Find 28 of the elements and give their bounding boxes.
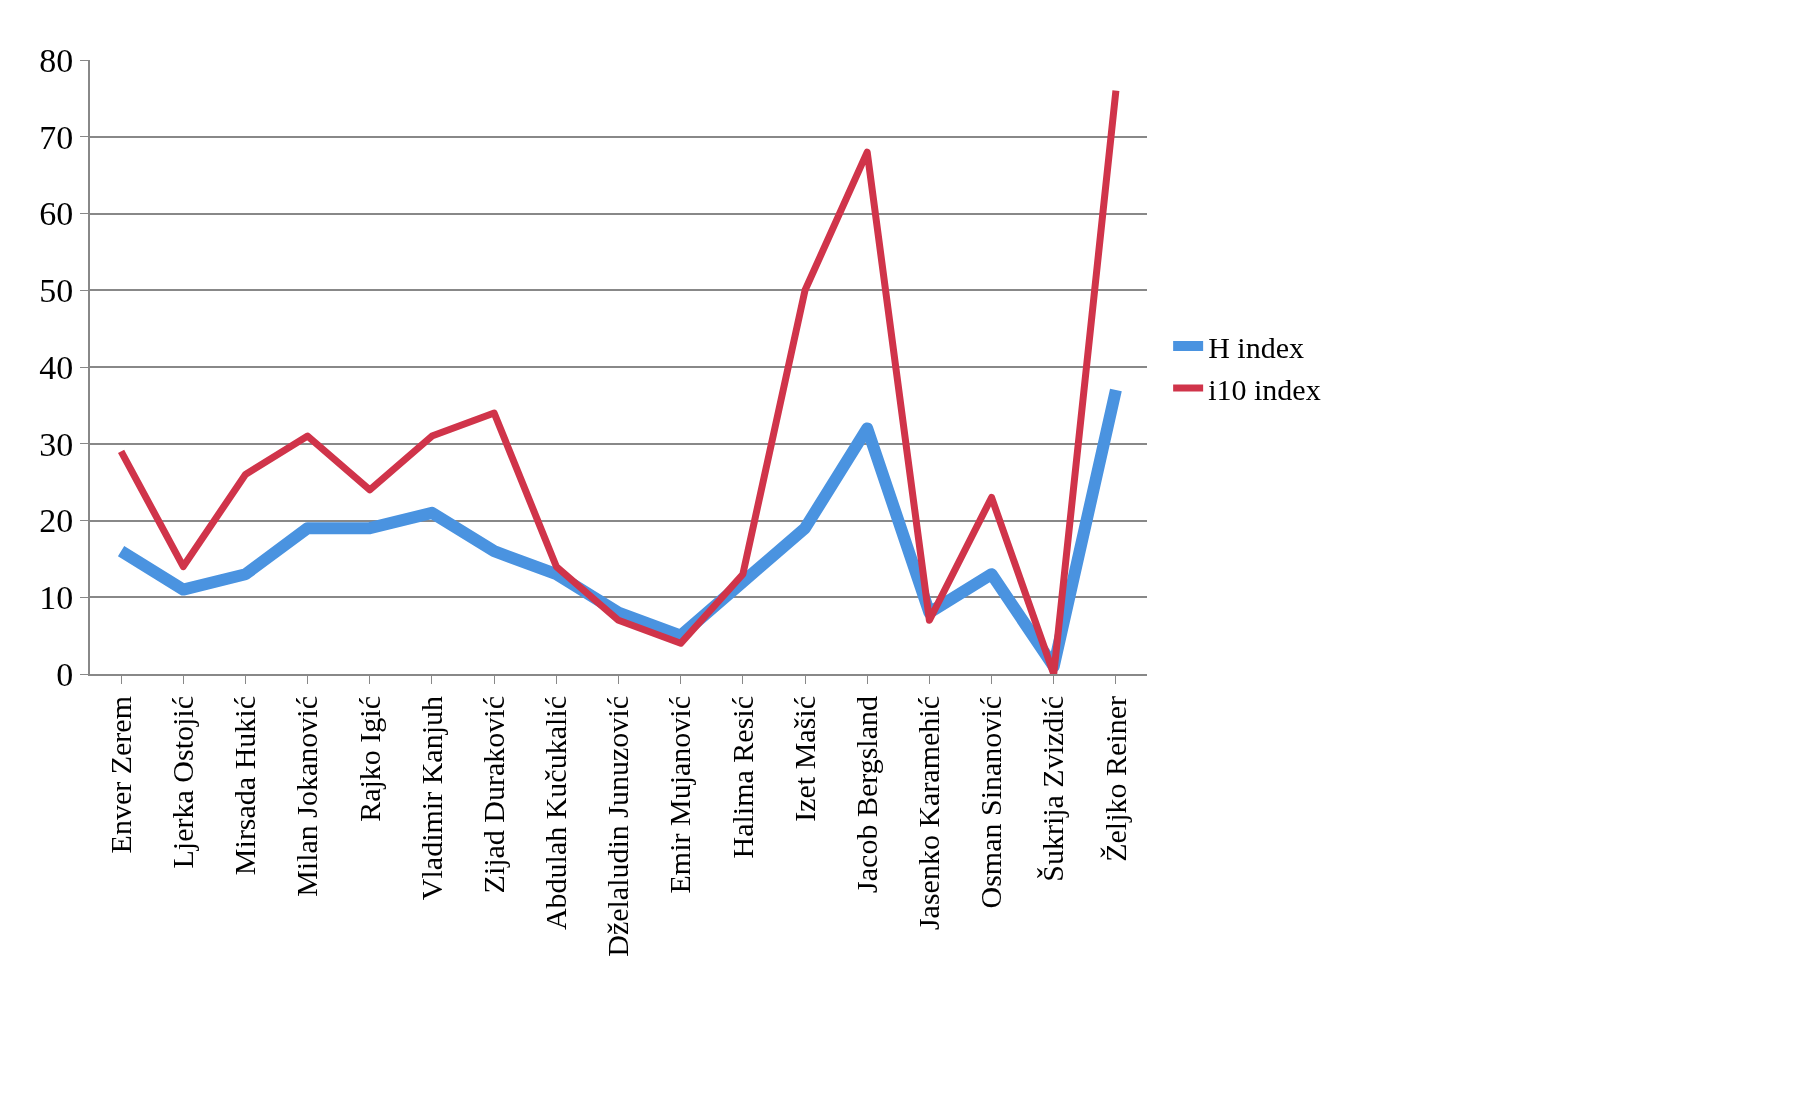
y-tick-label: 20: [39, 502, 74, 540]
x-tick-label: Jacob Bergsland: [849, 696, 883, 893]
y-tick-label: 10: [39, 579, 74, 617]
x-tick-label: Milan Jokanović: [290, 696, 324, 897]
y-tick-label: 60: [39, 195, 74, 233]
y-tick-label: 30: [39, 425, 74, 463]
x-tick-label: Šukrija Zvizdić: [1036, 696, 1070, 882]
x-tick-label: Dželaludin Junuzović: [601, 696, 635, 957]
y-tick-label: 40: [39, 348, 74, 386]
legend-label: H index: [1208, 330, 1304, 364]
x-tick-label: Vladimir Kanjuh: [414, 696, 448, 901]
legend-label: i10 index: [1208, 372, 1321, 406]
x-tick-label: Halima Resić: [725, 696, 759, 859]
x-tick-label: Željko Reiner: [1098, 696, 1132, 862]
y-tick-label: 0: [56, 655, 74, 693]
x-tick-label: Jasenko Karamehić: [912, 696, 946, 931]
x-tick-label: Izet Mašić: [787, 696, 821, 822]
x-tick-label: Zijad Duraković: [476, 696, 510, 894]
x-tick-label: Emir Mujanović: [663, 696, 697, 894]
y-tick-label: 80: [39, 41, 74, 79]
y-tick-label: 70: [39, 118, 74, 156]
x-tick-label: Osman Sinanović: [974, 696, 1008, 909]
x-tick-label: Ljerka Ostojić: [166, 696, 200, 869]
y-tick-label: 50: [39, 272, 74, 310]
x-tick-label: Rajko Igić: [352, 696, 386, 822]
x-tick-label: Abdulah Kučukalić: [539, 696, 573, 931]
x-tick-label: Enver Zerem: [103, 696, 137, 854]
x-tick-label: Mirsada Hukić: [228, 696, 262, 876]
